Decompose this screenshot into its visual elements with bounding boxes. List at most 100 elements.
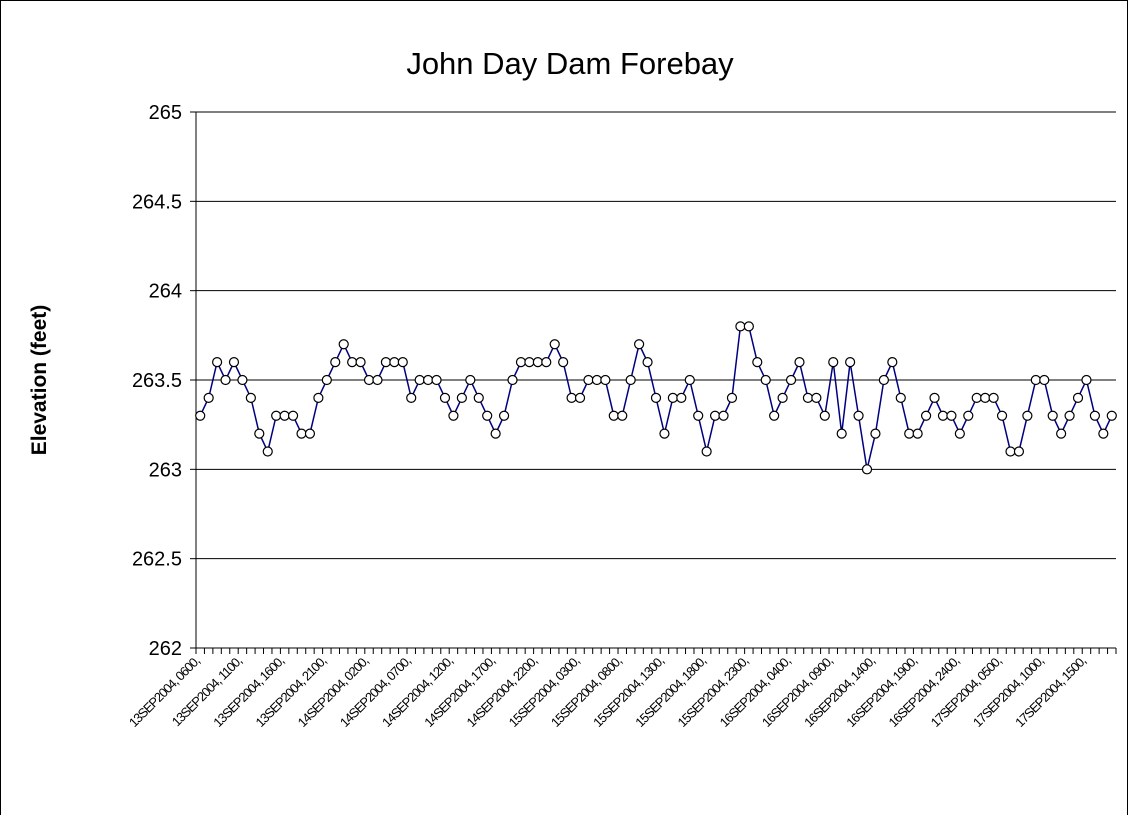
point	[811, 392, 822, 403]
point	[845, 357, 856, 368]
point	[203, 392, 214, 403]
point	[912, 428, 923, 439]
point	[904, 428, 915, 439]
point	[558, 357, 569, 368]
point	[752, 357, 763, 368]
point	[718, 410, 729, 421]
point	[676, 392, 687, 403]
point	[617, 410, 628, 421]
point	[1106, 410, 1117, 421]
point	[878, 374, 889, 386]
point	[423, 374, 434, 386]
point	[498, 410, 510, 421]
point	[1064, 410, 1075, 421]
point	[828, 357, 839, 368]
point	[937, 410, 949, 421]
point	[372, 374, 383, 386]
point	[794, 357, 805, 368]
point	[887, 357, 898, 368]
point	[220, 374, 231, 386]
point	[313, 392, 324, 403]
y-tick-label: 263	[149, 459, 182, 481]
point	[1047, 410, 1058, 421]
point	[591, 374, 603, 386]
point	[195, 410, 206, 421]
point	[465, 374, 476, 386]
point	[347, 357, 358, 368]
point	[1056, 428, 1067, 439]
point	[473, 392, 484, 403]
point	[524, 357, 535, 368]
y-axis-label: Elevation (feet)	[28, 305, 51, 456]
y-tick-label: 262	[149, 638, 182, 660]
point	[743, 321, 754, 332]
point	[701, 446, 712, 457]
point	[1081, 374, 1092, 386]
point	[954, 428, 965, 439]
point	[802, 392, 814, 403]
point	[237, 374, 248, 386]
point	[456, 392, 467, 403]
point	[541, 357, 552, 368]
point	[650, 392, 662, 403]
point	[735, 321, 746, 332]
point	[634, 339, 645, 350]
point	[853, 410, 864, 421]
point	[693, 410, 704, 421]
point	[490, 428, 501, 439]
point	[971, 392, 982, 403]
point	[1072, 392, 1084, 403]
point	[532, 357, 543, 368]
point	[870, 428, 881, 439]
point	[785, 374, 797, 386]
point	[920, 410, 932, 421]
point	[769, 410, 780, 421]
point	[583, 374, 594, 386]
point	[406, 392, 417, 403]
point	[330, 357, 341, 368]
point	[684, 374, 695, 386]
point	[1039, 374, 1050, 386]
point	[760, 374, 771, 386]
point	[389, 357, 400, 368]
point	[279, 410, 290, 421]
point	[861, 464, 873, 475]
point	[608, 410, 619, 421]
point	[574, 392, 586, 403]
point	[262, 446, 273, 457]
point	[1098, 428, 1109, 439]
point	[228, 357, 240, 368]
point	[895, 392, 906, 403]
point	[996, 410, 1008, 421]
point	[245, 392, 256, 403]
point	[667, 392, 678, 403]
point	[642, 357, 653, 368]
point	[980, 392, 991, 403]
point	[448, 410, 459, 421]
point	[1030, 374, 1041, 386]
point	[659, 428, 670, 439]
point	[1005, 446, 1016, 457]
point	[1089, 410, 1100, 421]
y-tick-label: 264	[149, 281, 182, 303]
point	[946, 410, 957, 421]
point	[397, 357, 408, 368]
point	[321, 374, 332, 386]
point	[212, 357, 223, 368]
point	[271, 410, 282, 421]
point	[819, 410, 830, 421]
y-tick-label: 262.5	[132, 549, 182, 571]
point	[625, 374, 636, 386]
point	[709, 410, 721, 421]
point	[287, 410, 299, 421]
point	[549, 339, 560, 350]
point	[515, 357, 527, 368]
point	[929, 392, 940, 403]
point	[600, 374, 611, 386]
point	[254, 428, 265, 439]
point	[296, 428, 307, 439]
point	[338, 339, 349, 350]
point	[507, 374, 518, 386]
point	[988, 392, 999, 403]
